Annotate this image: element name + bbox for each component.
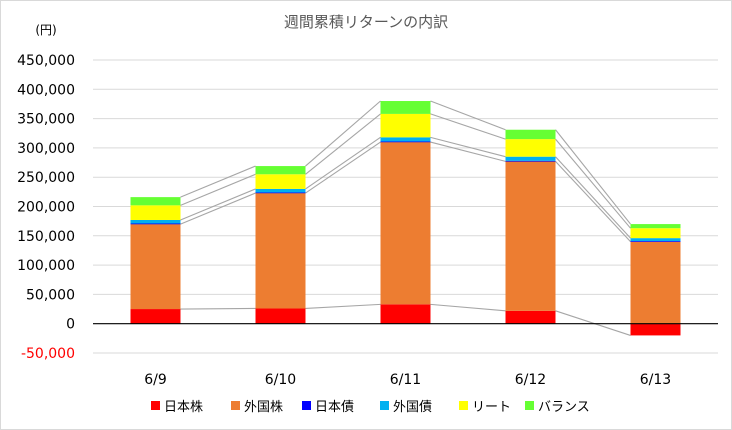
- bar-segment-外国株: [130, 224, 181, 310]
- x-tick-label: 6/9: [144, 372, 167, 388]
- legend-item: 外国債: [380, 400, 432, 415]
- x-tick-label: 6/10: [265, 372, 296, 388]
- y-axis-tick-labels: 450,000 400,000 350,000 300,000 250,000 200,0…: [17, 53, 75, 362]
- bar-segment-外国株: [630, 241, 681, 324]
- bar-segment-外国債: [380, 137, 431, 142]
- legend-label: リート: [472, 400, 511, 415]
- y-tick-label: 150,000: [17, 229, 75, 245]
- bar-stack-6-13: [630, 224, 681, 336]
- legend-item: リート: [459, 400, 511, 415]
- series-connector-line: [305, 113, 381, 175]
- y-tick-label: 200,000: [17, 200, 75, 216]
- legend-swatch: [380, 401, 389, 410]
- series-connector-line: [305, 303, 381, 310]
- legend-swatch: [525, 401, 534, 410]
- y-tick-label: 400,000: [17, 82, 75, 98]
- bar-segment-外国株: [380, 142, 431, 305]
- series-connector-line: [305, 136, 381, 190]
- bar-segment-日本株: [630, 323, 681, 336]
- series-connector-line: [180, 307, 256, 310]
- bar-segment-バランス: [255, 166, 306, 175]
- bar-segment-外国株: [255, 193, 306, 309]
- legend-item: バランス: [525, 400, 590, 415]
- legend-item: 日本債: [302, 400, 354, 415]
- y-tick-label: 450,000: [17, 53, 75, 69]
- y-tick-label: 0: [66, 317, 75, 333]
- series-connector-line: [180, 165, 256, 198]
- series-connector-line: [430, 141, 506, 162]
- series-connector-lines: [180, 100, 631, 336]
- bar-segment-外国債: [630, 238, 681, 242]
- series-connector-line: [180, 188, 256, 221]
- series-connector-line: [180, 192, 256, 225]
- bar-stack-6-10: [255, 166, 306, 324]
- y-tick-label: 50,000: [26, 287, 75, 303]
- legend-label: 外国株: [244, 400, 283, 415]
- series-connector-line: [430, 113, 506, 140]
- bar-segment-外国債: [505, 156, 556, 161]
- chart-title: 週間累積リターンの内訳: [284, 13, 448, 31]
- legend: 日本株 外国株 日本債 外国債 リート バランス: [151, 400, 590, 415]
- y-tick-label: 100,000: [17, 258, 75, 274]
- bar-segment-バランス: [630, 224, 681, 229]
- bar-segment-リート: [630, 228, 681, 239]
- series-connector-line: [555, 138, 631, 229]
- y-tick-label: -50,000: [21, 346, 75, 362]
- bar-segment-バランス: [130, 197, 181, 206]
- series-connector-line: [430, 303, 506, 312]
- series-connector-line: [555, 156, 631, 239]
- series-connector-line: [555, 161, 631, 243]
- x-axis-tick-labels: 6/9 6/10 6/11 6/12 6/13: [144, 372, 671, 388]
- series-connector-line: [180, 173, 256, 206]
- x-tick-label: 6/13: [640, 372, 671, 388]
- bar-stacks: [130, 101, 681, 336]
- legend-label: バランス: [538, 400, 590, 415]
- y-tick-label: 350,000: [17, 112, 75, 128]
- bar-segment-リート: [505, 139, 556, 157]
- bar-segment-リート: [255, 174, 306, 189]
- bar-stack-6-12: [505, 129, 556, 324]
- y-tick-label: 300,000: [17, 141, 75, 157]
- bar-segment-日本債: [130, 223, 181, 225]
- bar-segment-日本株: [505, 310, 556, 324]
- legend-label: 日本債: [315, 400, 354, 415]
- series-connector-line: [305, 141, 381, 194]
- bar-segment-日本債: [380, 141, 431, 143]
- series-connector-line: [430, 100, 506, 131]
- legend-swatch: [459, 401, 468, 410]
- x-tick-label: 6/12: [515, 372, 546, 388]
- bar-segment-バランス: [505, 129, 556, 140]
- legend-swatch: [151, 401, 160, 410]
- x-tick-label: 6/11: [390, 372, 421, 388]
- legend-label: 外国債: [393, 400, 432, 415]
- y-axis-unit-label: (円): [35, 23, 56, 37]
- bar-segment-外国株: [505, 161, 556, 311]
- bar-stack-6-9: [130, 197, 181, 324]
- bar-segment-外国債: [130, 219, 181, 224]
- bar-segment-日本債: [630, 241, 681, 242]
- bar-segment-日本株: [380, 304, 431, 324]
- legend-label: 日本株: [164, 400, 203, 415]
- series-connector-line: [430, 136, 506, 158]
- bar-stack-6-11: [380, 101, 431, 324]
- legend-item: 日本株: [151, 400, 203, 415]
- legend-item: 外国株: [231, 400, 283, 415]
- series-connector-line: [555, 129, 631, 225]
- bar-segment-外国債: [255, 188, 306, 193]
- series-connector-line: [305, 100, 381, 167]
- bar-segment-リート: [130, 205, 181, 220]
- bar-segment-日本株: [130, 309, 181, 324]
- legend-swatch: [231, 401, 240, 410]
- bar-segment-リート: [380, 113, 431, 138]
- bar-segment-日本債: [255, 192, 306, 194]
- bar-segment-バランス: [380, 101, 431, 114]
- y-tick-label: 250,000: [17, 170, 75, 186]
- bar-segment-日本債: [505, 160, 556, 162]
- legend-swatch: [302, 401, 311, 410]
- bar-segment-日本株: [255, 308, 306, 324]
